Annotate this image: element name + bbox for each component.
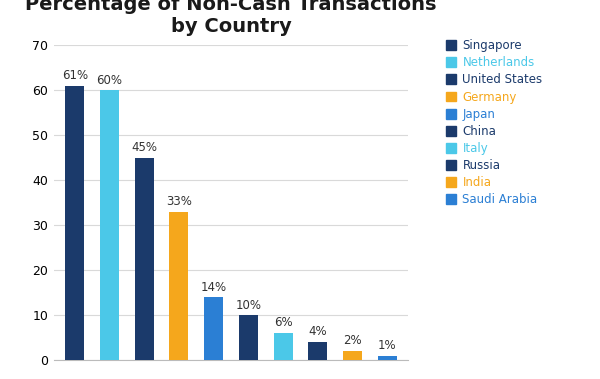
Bar (204, 297, 223, 360)
Bar (274, 333, 293, 360)
Text: 61%: 61% (62, 69, 88, 82)
Text: 6%: 6% (274, 316, 292, 329)
Text: 1%: 1% (378, 339, 397, 352)
Text: 45%: 45% (131, 141, 157, 154)
Bar (239, 315, 258, 360)
Bar (308, 342, 328, 360)
Bar (65, 86, 85, 360)
Bar (134, 158, 154, 360)
Text: 2%: 2% (343, 334, 362, 348)
Bar (100, 91, 119, 360)
Text: 14%: 14% (200, 280, 227, 294)
Text: 10%: 10% (235, 299, 262, 312)
Title: Percentage of Non-Cash Transactions
by Country: Percentage of Non-Cash Transactions by C… (25, 0, 437, 36)
Text: 33%: 33% (166, 195, 192, 208)
Text: 4%: 4% (308, 326, 327, 338)
Bar (377, 356, 397, 360)
Bar (169, 212, 188, 360)
Bar (343, 351, 362, 360)
Text: 60%: 60% (97, 74, 122, 87)
Legend: Singapore, Netherlands, United States, Germany, Japan, China, Italy, Russia, Ind: Singapore, Netherlands, United States, G… (446, 39, 542, 207)
